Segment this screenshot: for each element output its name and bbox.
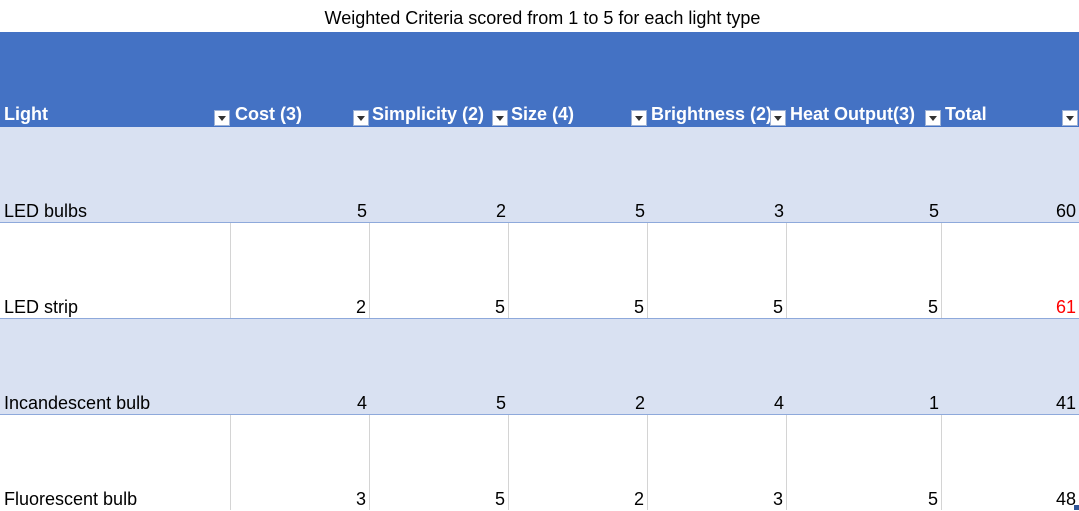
header-total: Total xyxy=(945,104,987,124)
header-row: Light Cost (3) Simplicity (2) Size (4) B… xyxy=(0,32,1079,127)
cell-total[interactable]: 48 xyxy=(942,415,1079,510)
header-cell-brightness[interactable]: Brightness (2) xyxy=(648,32,787,127)
cell-heat-output[interactable]: 5 xyxy=(787,223,942,318)
cell-cost[interactable]: 5 xyxy=(231,127,370,222)
cell-light[interactable]: LED strip xyxy=(0,223,231,318)
filter-dropdown-total[interactable] xyxy=(1062,110,1078,126)
header-cell-heat-output[interactable]: Heat Output(3) xyxy=(787,32,942,127)
cost-value: 3 xyxy=(355,489,366,509)
cell-simplicity[interactable]: 5 xyxy=(370,415,509,510)
cell-cost[interactable]: 3 xyxy=(231,415,370,510)
cell-simplicity[interactable]: 5 xyxy=(370,319,509,414)
cost-value: 5 xyxy=(356,201,367,221)
size-value: 2 xyxy=(634,393,645,413)
header-cell-total[interactable]: Total xyxy=(942,32,1079,127)
brightness-value: 3 xyxy=(773,201,784,221)
simplicity-value: 5 xyxy=(494,297,505,317)
filter-dropdown-cost[interactable] xyxy=(353,110,369,126)
filter-dropdown-light[interactable] xyxy=(214,110,230,126)
table-row: LED bulbs 5 2 5 3 5 60 xyxy=(0,127,1079,223)
header-cell-simplicity[interactable]: Simplicity (2) xyxy=(370,32,509,127)
cell-light[interactable]: Incandescent bulb xyxy=(0,319,231,414)
cell-brightness[interactable]: 4 xyxy=(648,319,787,414)
heat-output-value: 5 xyxy=(927,489,938,509)
table-title[interactable]: Weighted Criteria scored from 1 to 5 for… xyxy=(324,8,761,28)
header-heat-output: Heat Output(3) xyxy=(790,104,915,124)
total-value: 41 xyxy=(1055,393,1076,413)
filter-dropdown-size[interactable] xyxy=(631,110,647,126)
cell-total[interactable]: 61 xyxy=(942,223,1079,318)
header-cell-light[interactable]: Light xyxy=(0,32,231,127)
brightness-value: 4 xyxy=(773,393,784,413)
light-name: LED strip xyxy=(4,297,79,317)
cell-total[interactable]: 41 xyxy=(942,319,1079,414)
criteria-table: Light Cost (3) Simplicity (2) Size (4) B… xyxy=(0,32,1079,511)
cell-cost[interactable]: 2 xyxy=(231,223,370,318)
cell-brightness[interactable]: 3 xyxy=(648,127,787,222)
cell-heat-output[interactable]: 1 xyxy=(787,319,942,414)
cell-light[interactable]: Fluorescent bulb xyxy=(0,415,231,510)
table-row: Incandescent bulb 4 5 2 4 1 41 xyxy=(0,319,1079,415)
table-row: LED strip 2 5 5 5 5 61 xyxy=(0,223,1079,319)
cost-value: 4 xyxy=(356,393,367,413)
total-value: 60 xyxy=(1055,201,1076,221)
cell-cost[interactable]: 4 xyxy=(231,319,370,414)
cost-value: 2 xyxy=(355,297,366,317)
cell-simplicity[interactable]: 5 xyxy=(370,223,509,318)
light-name: LED bulbs xyxy=(4,201,88,221)
simplicity-value: 5 xyxy=(495,393,506,413)
heat-output-value: 5 xyxy=(927,297,938,317)
table-resize-handle[interactable] xyxy=(1074,505,1079,510)
cell-size[interactable]: 2 xyxy=(509,415,648,510)
header-simplicity: Simplicity (2) xyxy=(372,104,485,124)
total-value: 61 xyxy=(1055,297,1076,317)
header-cell-size[interactable]: Size (4) xyxy=(509,32,648,127)
header-brightness: Brightness (2) xyxy=(651,104,773,124)
cell-heat-output[interactable]: 5 xyxy=(787,127,942,222)
size-value: 2 xyxy=(633,489,644,509)
light-name: Incandescent bulb xyxy=(4,393,151,413)
table-row: Fluorescent bulb 3 5 2 3 5 48 xyxy=(0,415,1079,511)
cell-brightness[interactable]: 5 xyxy=(648,223,787,318)
brightness-value: 3 xyxy=(772,489,783,509)
cell-size[interactable]: 5 xyxy=(509,127,648,222)
filter-dropdown-heat-output[interactable] xyxy=(925,110,941,126)
cell-light[interactable]: LED bulbs xyxy=(0,127,231,222)
size-value: 5 xyxy=(633,297,644,317)
header-cost: Cost (3) xyxy=(235,104,302,124)
cell-simplicity[interactable]: 2 xyxy=(370,127,509,222)
filter-dropdown-simplicity[interactable] xyxy=(492,110,508,126)
size-value: 5 xyxy=(634,201,645,221)
simplicity-value: 2 xyxy=(495,201,506,221)
total-value: 48 xyxy=(1055,489,1076,509)
simplicity-value: 5 xyxy=(494,489,505,509)
heat-output-value: 5 xyxy=(928,201,939,221)
header-size: Size (4) xyxy=(511,104,575,124)
cell-total[interactable]: 60 xyxy=(942,127,1079,222)
cell-size[interactable]: 2 xyxy=(509,319,648,414)
brightness-value: 5 xyxy=(772,297,783,317)
cell-brightness[interactable]: 3 xyxy=(648,415,787,510)
light-name: Fluorescent bulb xyxy=(4,489,138,509)
cell-size[interactable]: 5 xyxy=(509,223,648,318)
header-cell-cost[interactable]: Cost (3) xyxy=(231,32,370,127)
header-light: Light xyxy=(4,104,48,124)
filter-dropdown-brightness[interactable] xyxy=(770,110,786,126)
heat-output-value: 1 xyxy=(928,393,939,413)
cell-heat-output[interactable]: 5 xyxy=(787,415,942,510)
